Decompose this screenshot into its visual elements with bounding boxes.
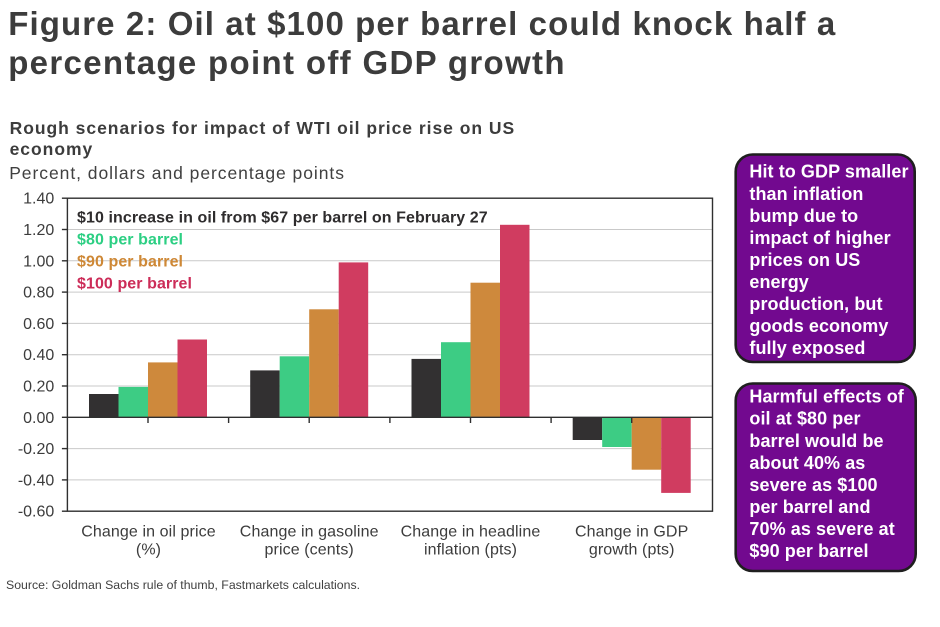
svg-text:$100 per barrel: $100 per barrel (77, 275, 192, 292)
svg-text:severe as $100: severe as $100 (749, 475, 877, 495)
svg-text:price (cents): price (cents) (265, 542, 354, 559)
svg-text:Rough scenarios for impact of: Rough scenarios for impact of WTI oil pr… (10, 118, 515, 138)
svg-text:(%): (%) (136, 542, 161, 559)
svg-text:production, but: production, but (749, 294, 882, 314)
svg-text:Harmful effects of: Harmful effects of (749, 387, 904, 407)
svg-text:0.80: 0.80 (23, 285, 54, 302)
svg-text:1.40: 1.40 (23, 191, 54, 208)
svg-text:Percent, dollars and percentag: Percent, dollars and percentage points (9, 163, 345, 183)
svg-text:bump due to: bump due to (749, 206, 858, 226)
svg-text:Change in GDP: Change in GDP (575, 523, 688, 540)
svg-text:oil at $80 per: oil at $80 per (749, 409, 860, 429)
svg-text:about 40% as: about 40% as (749, 453, 865, 473)
svg-text:0.40: 0.40 (23, 347, 54, 364)
svg-text:inflation (pts): inflation (pts) (424, 542, 517, 559)
svg-text:$10 increase in oil from $67 p: $10 increase in oil from $67 per barrel … (77, 210, 488, 227)
svg-text:1.20: 1.20 (23, 222, 54, 239)
svg-text:barrel would be: barrel would be (749, 431, 883, 451)
svg-text:Change in oil price: Change in oil price (81, 523, 215, 540)
svg-text:$90 per barrel: $90 per barrel (749, 541, 868, 561)
svg-text:-0.60: -0.60 (18, 504, 55, 521)
svg-text:growth (pts): growth (pts) (589, 542, 675, 559)
svg-text:fully exposed: fully exposed (749, 338, 865, 358)
svg-text:70% as severe at: 70% as severe at (749, 519, 894, 539)
svg-text:economy: economy (10, 139, 94, 159)
svg-text:energy: energy (749, 272, 809, 292)
svg-text:prices on US: prices on US (749, 250, 860, 270)
svg-text:than inflation: than inflation (749, 184, 863, 204)
svg-text:1.00: 1.00 (23, 253, 54, 270)
svg-text:0.00: 0.00 (23, 410, 54, 427)
svg-text:goods economy: goods economy (749, 316, 888, 336)
svg-text:Figure 2: Oil at $100 per barr: Figure 2: Oil at $100 per barrel could k… (8, 5, 836, 42)
svg-text:-0.40: -0.40 (18, 472, 55, 489)
svg-text:-0.20: -0.20 (18, 441, 55, 458)
svg-text:0.20: 0.20 (23, 379, 54, 396)
svg-text:0.60: 0.60 (23, 316, 54, 333)
svg-text:Hit to GDP smaller: Hit to GDP smaller (749, 162, 908, 182)
svg-text:percentage point off GDP growt: percentage point off GDP growth (8, 44, 566, 81)
svg-text:$90 per barrel: $90 per barrel (77, 254, 183, 271)
svg-text:Change in gasoline: Change in gasoline (240, 523, 379, 540)
svg-text:Change in headline: Change in headline (401, 523, 541, 540)
svg-text:impact of higher: impact of higher (749, 228, 890, 248)
svg-text:$80 per barrel: $80 per barrel (77, 232, 183, 249)
svg-text:Source: Goldman Sachs rule of: Source: Goldman Sachs rule of thumb, Fas… (6, 578, 360, 592)
svg-text:per barrel and: per barrel and (749, 497, 870, 517)
